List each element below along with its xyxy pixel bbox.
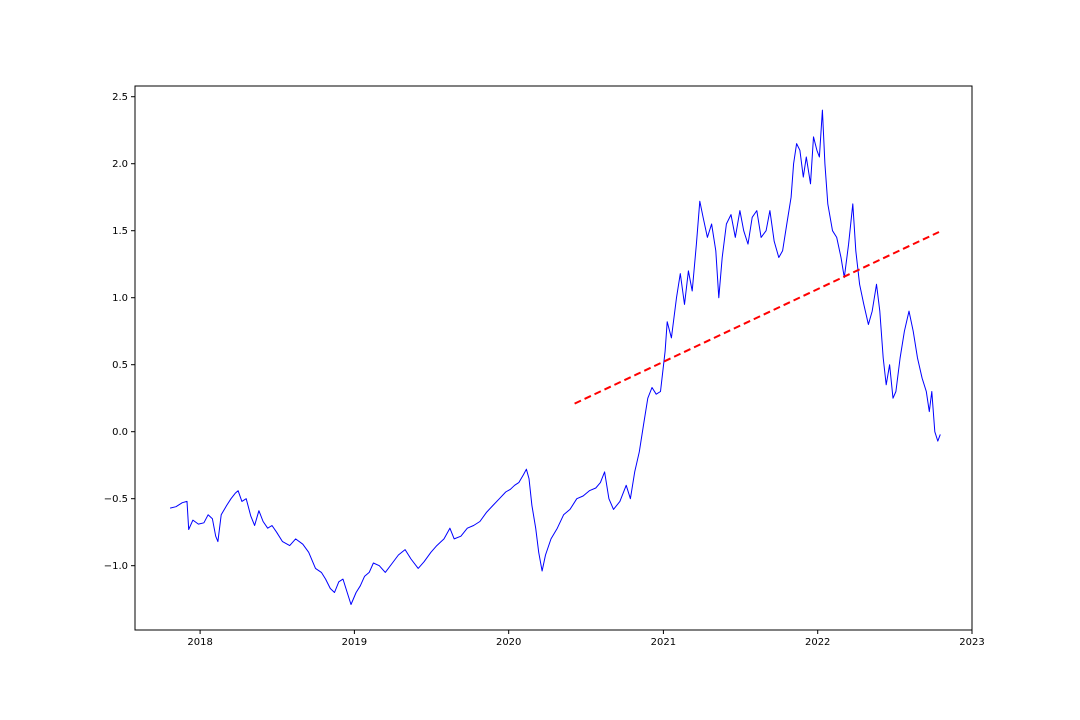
y-tick-label: −0.5 [104,494,128,505]
x-tick-label: 2023 [959,637,984,648]
x-axis: 2018 2019 2020 2021 2022 2023 [187,630,985,648]
x-tick-label: 2018 [187,637,212,648]
x-tick-label: 2022 [805,637,830,648]
y-axis: −1.0 −0.5 0.0 0.5 1.0 1.5 2.0 2.5 [104,92,135,572]
y-tick-label: 0.5 [112,360,128,371]
x-tick-label: 2021 [651,637,676,648]
y-tick-label: 2.0 [112,159,128,170]
series-layer [169,109,941,605]
y-tick-label: 2.5 [112,92,128,103]
y-tick-label: 1.0 [112,293,128,304]
x-tick-label: 2019 [342,637,367,648]
y-tick-label: 0.0 [112,427,128,438]
y-tick-label: −1.0 [104,561,128,572]
trend-line [574,231,940,405]
x-tick-label: 2020 [496,637,521,648]
y-tick-label: 1.5 [112,226,128,237]
plot-area [134,85,973,631]
price-series-line [169,109,941,605]
